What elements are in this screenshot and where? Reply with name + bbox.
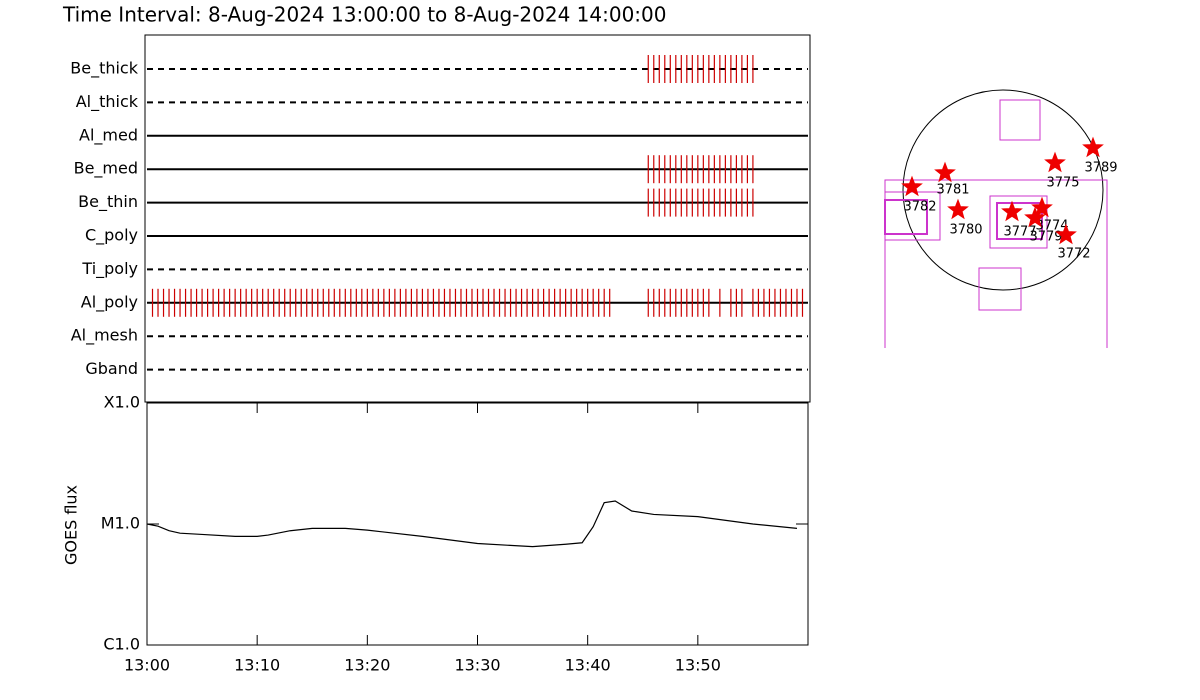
region-star [1024,206,1046,228]
x-tick-label: 13:30 [454,656,500,675]
filter-label: Be_med [74,159,138,179]
region-label: 3789 [1084,161,1117,176]
filter-label: Al_poly [81,292,138,312]
region-star [1044,151,1066,173]
filter-label: Ti_poly [81,259,138,279]
region-star [1055,223,1077,245]
filter-label: Be_thick [70,59,138,79]
filter-label: C_poly [85,226,138,246]
region-star [1001,200,1023,222]
y-tick-label: C1.0 [103,635,140,654]
filter-label: Gband [85,359,138,378]
region-label: 3781 [936,183,969,198]
x-tick-label: 13:40 [565,656,611,675]
region-label: 3777 [1003,225,1036,240]
fov-box [996,202,1043,240]
region-star [934,161,956,183]
x-tick-label: 13:00 [124,656,170,675]
x-tick-label: 13:20 [344,656,390,675]
solar-disk [902,89,1104,291]
y-axis-label: GOES flux [62,485,81,565]
filter-label: Al_med [79,125,138,145]
region-label: 3782 [903,200,936,215]
region-label: 3780 [949,223,982,238]
goes-curve [146,500,798,548]
chart-title: Time Interval: 8-Aug-2024 13:00:00 to 8-… [62,3,667,27]
filter-label: Al_thick [76,92,139,112]
x-tick-label: 13:10 [234,656,280,675]
region-label: 3775 [1046,176,1079,191]
region-star [901,175,923,197]
filter-label: Be_thin [78,192,138,212]
timeline-frame [144,34,811,403]
fov-box [884,179,1108,348]
region-star [947,198,969,220]
region-label: 3774 [1035,219,1068,234]
x-tick-label: 13:50 [675,656,721,675]
region-label: 3772 [1057,247,1090,262]
goes-frame [146,402,809,646]
fov-box [884,199,928,235]
fov-box [989,195,1048,249]
filter-label: Al_mesh [71,326,138,346]
region-label: 3779 [1029,230,1062,245]
y-tick-label: X1.0 [104,393,140,412]
fov-box [999,99,1041,141]
region-star [1031,196,1053,218]
y-tick-label: M1.0 [101,514,140,533]
fov-box [978,267,1022,311]
region-star [1082,136,1104,158]
sun-map [884,89,1108,348]
